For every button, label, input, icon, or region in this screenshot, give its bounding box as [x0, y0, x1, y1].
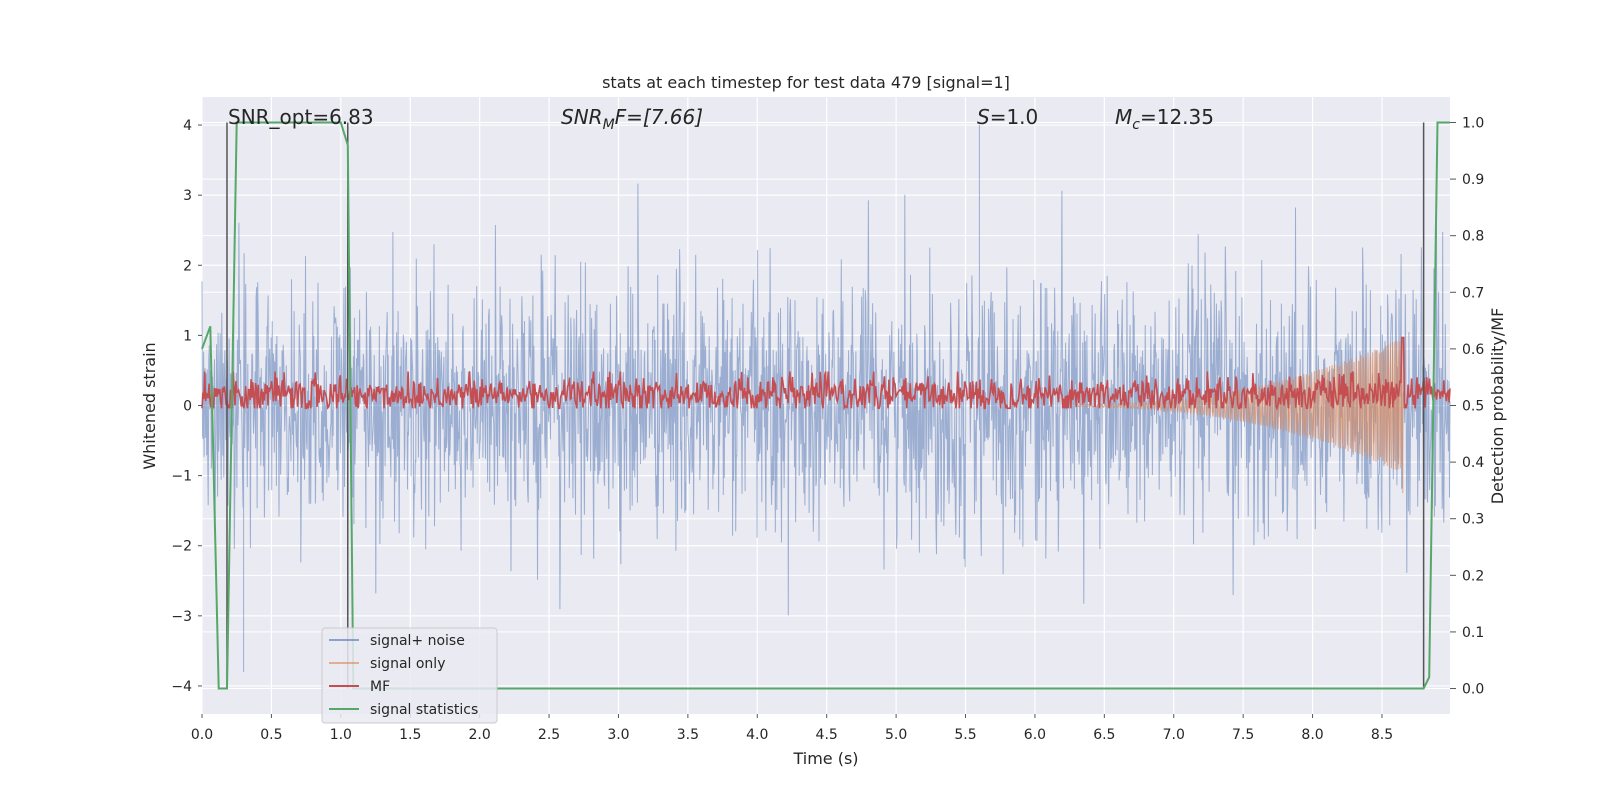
signal-statistics-line: [201, 121, 1450, 690]
s-rest: =1.0: [990, 105, 1039, 129]
s-var: S: [977, 105, 990, 129]
y2-tick-label: 1.0: [1462, 115, 1484, 131]
y-tick-label: 1: [183, 328, 192, 344]
y2-tick-labels: 1.0 0.9 0.8 0.7 0.6 0.5 0.4 0.3 0.2 0.1 0.0: [1450, 115, 1484, 698]
y2-tick-label: 0.6: [1462, 342, 1484, 358]
snr-mf-annotation: SNRMF=[7.66]: [561, 105, 703, 133]
signal-statistics-series: [201, 121, 1450, 690]
y-tick-label: −3: [171, 609, 192, 625]
s-annotation: S=1.0: [977, 105, 1038, 129]
x-tick-label: 5.5: [954, 727, 976, 743]
y2-tick-label: 0.9: [1462, 172, 1484, 188]
snr-mf-rest: F=[7.66]: [615, 105, 703, 129]
y-tick-label: 4: [183, 118, 192, 134]
x-tick-label: 7.5: [1232, 727, 1254, 743]
x-tick-labels: 0.0 0.5 1.0 1.5 2.0 2.5 3.0 3.5 4.0 4.5 5.0 5.5 6.0 6…: [191, 714, 1393, 743]
x-tick-label: 1.5: [399, 727, 421, 743]
chart-title: stats at each timestep for test data 479…: [602, 73, 1010, 92]
legend-label-stat: signal statistics: [370, 702, 478, 718]
x-tick-label: 4.0: [746, 727, 768, 743]
mc-var: M: [1115, 105, 1132, 129]
x-axis-label: Time (s): [792, 749, 858, 768]
y-tick-label: −1: [171, 469, 192, 485]
y2-tick-label: 0.7: [1462, 285, 1484, 301]
legend-box: [321, 627, 498, 724]
x-tick-label: 1.0: [330, 727, 352, 743]
mc-rest: =12.35: [1140, 105, 1214, 129]
y2-tick-label: 0.5: [1462, 399, 1484, 415]
legend-label-mf: MF: [370, 679, 390, 695]
x-tick-label: 3.5: [677, 727, 699, 743]
y-tick-labels: 4 3 2 1 0 −1 −2 −3 −4: [171, 118, 202, 695]
legend: signal+ noise signal only MF signal stat…: [321, 627, 498, 724]
x-tick-label: 3.0: [607, 727, 629, 743]
y-tick-label: 2: [183, 258, 192, 274]
snr-mf-var: SNR: [561, 105, 603, 129]
mc-sub: c: [1132, 117, 1140, 133]
x-tick-label: 6.5: [1093, 727, 1115, 743]
x-tick-label: 0.0: [191, 727, 213, 743]
y-tick-label: 3: [183, 188, 192, 204]
y2-tick-label: 0.1: [1462, 625, 1484, 641]
x-tick-label: 8.0: [1301, 727, 1323, 743]
x-tick-label: 4.5: [816, 727, 838, 743]
mc-annotation: Mc=12.35: [1115, 105, 1214, 133]
y2-tick-label: 0.2: [1462, 568, 1484, 584]
y-tick-label: −2: [171, 539, 192, 555]
y2-tick-label: 0.3: [1462, 512, 1484, 528]
y2-tick-label: 0.0: [1462, 682, 1484, 698]
x-tick-label: 2.0: [469, 727, 491, 743]
x-tick-label: 7.0: [1163, 727, 1185, 743]
y-tick-label: 0: [183, 399, 192, 415]
x-tick-label: 5.0: [885, 727, 907, 743]
y-axis-label: Whitened strain: [140, 342, 159, 469]
snr-mf-sub: M: [603, 117, 615, 133]
y-tick-label: −4: [171, 679, 192, 695]
x-tick-label: 6.0: [1024, 727, 1046, 743]
grid-lines: [201, 97, 1450, 714]
mf-line: [201, 336, 1451, 411]
x-tick-label: 0.5: [260, 727, 282, 743]
y2-tick-label: 0.8: [1462, 229, 1484, 245]
y2-axis-label: Detection probability/MF: [1488, 308, 1507, 505]
mf-series: [201, 336, 1451, 411]
legend-label-signal: signal only: [370, 656, 445, 672]
y2-tick-label: 0.4: [1462, 455, 1484, 471]
x-tick-label: 2.5: [538, 727, 560, 743]
snr-opt-annotation: SNR_opt=6.83: [228, 105, 374, 129]
legend-label-noise: signal+ noise: [370, 633, 465, 649]
x-tick-label: 8.5: [1371, 727, 1393, 743]
